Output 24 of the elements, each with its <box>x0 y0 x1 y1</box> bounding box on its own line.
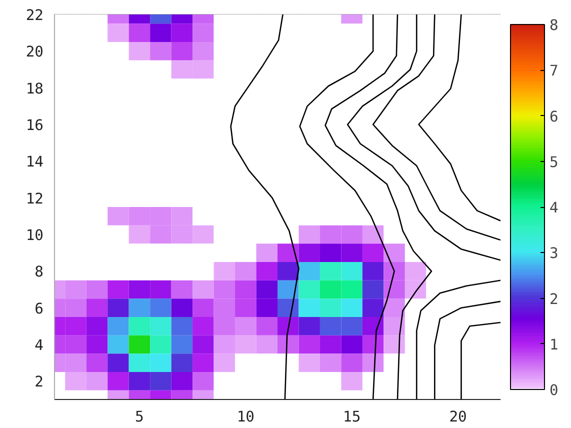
y-tick-label: 6 <box>34 300 44 318</box>
color-bar-label: 8 <box>550 17 558 34</box>
x-tick-label: 20 <box>449 408 467 426</box>
color-bar-label: 1 <box>550 336 558 354</box>
color-bar-label: 5 <box>550 154 558 171</box>
color-bar-label: 2 <box>550 290 558 308</box>
color-bar-label: 6 <box>550 108 558 126</box>
y-tick-label: 10 <box>26 227 44 244</box>
color-bar-label: 0 <box>550 382 558 399</box>
x-tick-label: 10 <box>236 408 254 426</box>
y-tick-label: 8 <box>34 264 44 281</box>
color-bar-label: 7 <box>550 62 558 80</box>
y-tick-label: 16 <box>26 117 44 134</box>
y-tick-label: 4 <box>34 337 44 354</box>
x-tick-label: 5 <box>135 408 144 426</box>
color-bar-label: 4 <box>550 200 558 216</box>
y-tick-label: 18 <box>26 80 44 98</box>
y-tick-label: 12 <box>26 190 44 208</box>
x-tick-label: 15 <box>343 408 361 426</box>
color-bar-label: 3 <box>550 245 558 262</box>
y-tick-label: 14 <box>26 154 44 171</box>
y-tick-label: 22 <box>26 7 44 24</box>
y-tick-label: 20 <box>26 44 44 61</box>
y-tick-label: 2 <box>34 374 44 391</box>
